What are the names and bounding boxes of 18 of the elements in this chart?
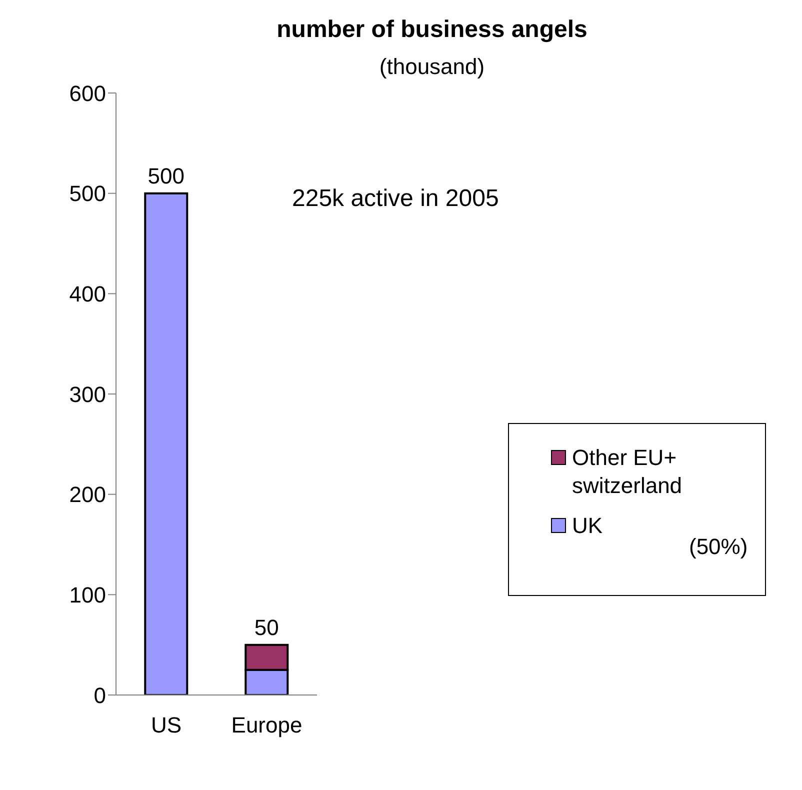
y-tick-label: 0 [94,682,106,708]
text: (50%) [689,534,748,560]
total-label: 50 [254,614,279,640]
y-tick-label: 200 [69,482,106,508]
legend-label: Other EU+ switzerland [572,444,684,500]
text: (thousand) [378,54,486,80]
annotation: 225k active in 2005 [292,185,499,213]
x-tick-label: Europe [231,712,302,738]
y-tick-label: 600 [69,80,106,106]
x-tick-label: US [150,712,182,738]
text: number of business angels [276,16,588,44]
bar [144,192,188,695]
y-tick-label: 300 [69,382,106,407]
y-tick-label: 100 [69,582,106,608]
y-tick-label: 500 [69,181,106,206]
y-tick-label: 400 [69,281,106,306]
total-label: 500 [148,163,185,188]
legend-label: UK [572,513,603,538]
